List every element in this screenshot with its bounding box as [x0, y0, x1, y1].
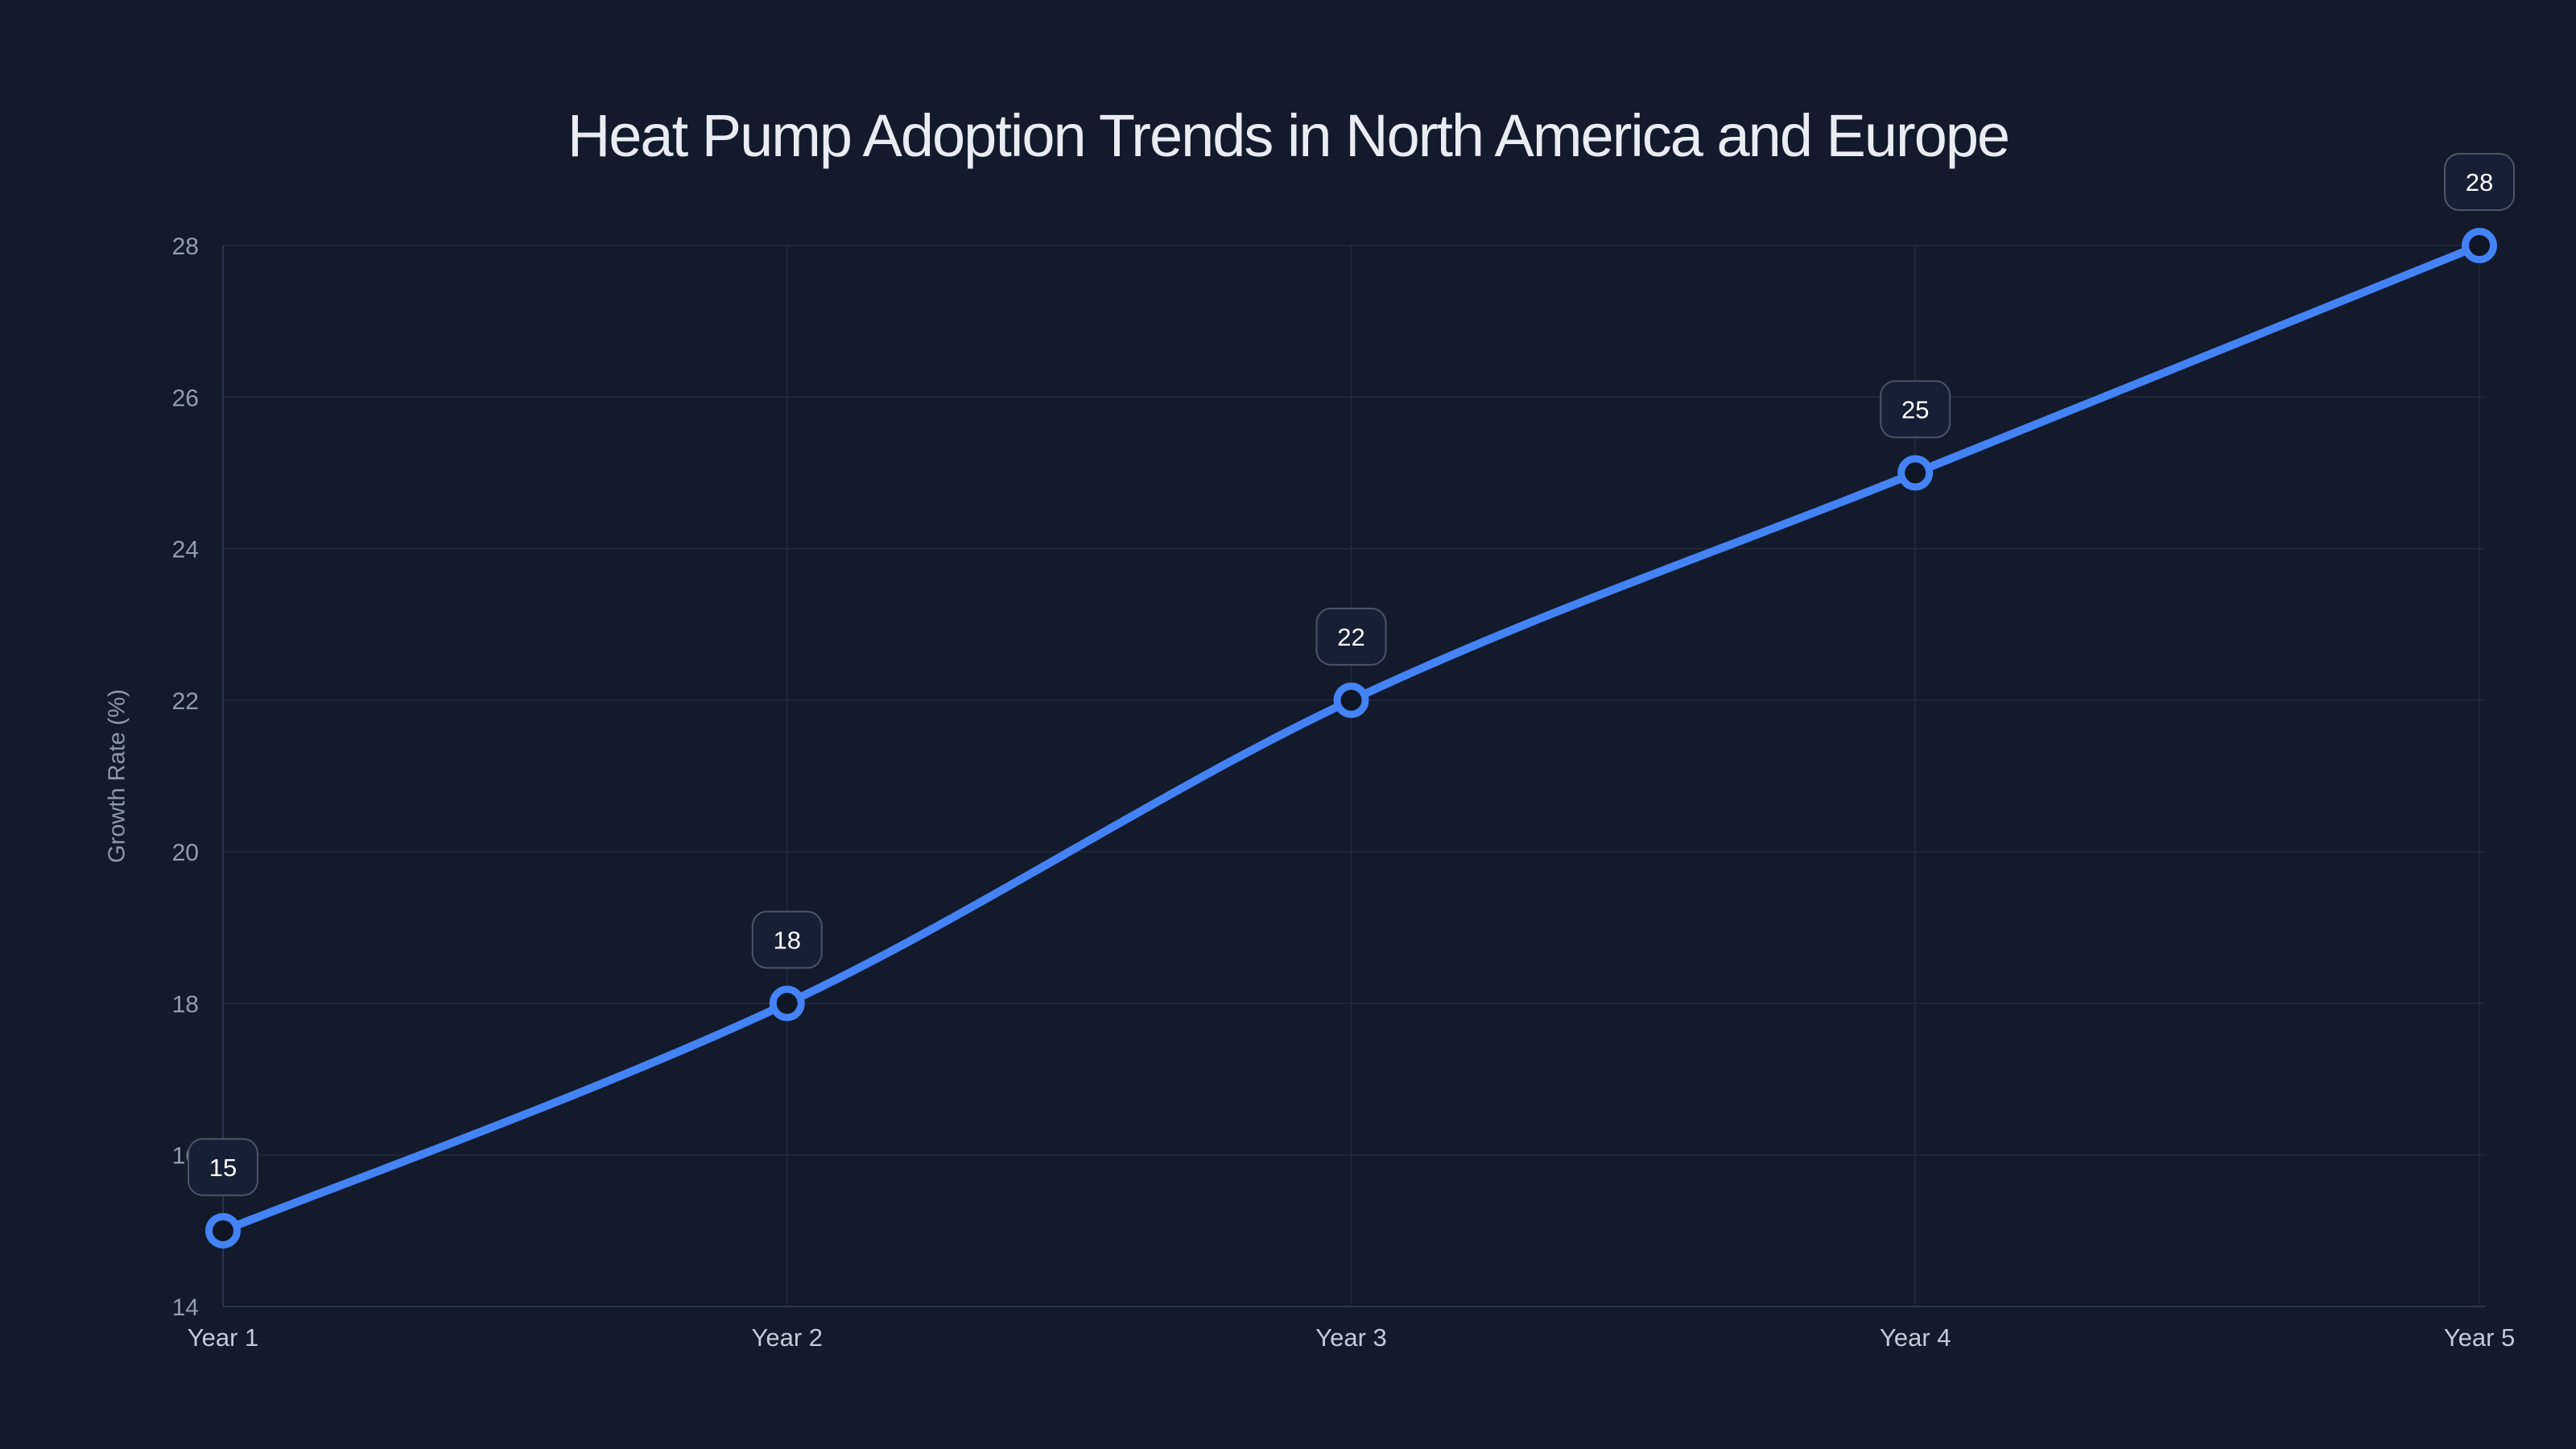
data-label-value: 18	[774, 926, 801, 954]
x-tick-label: Year 2	[752, 1323, 824, 1352]
data-point-year-1[interactable]	[205, 1212, 241, 1249]
data-point-year-4[interactable]	[1897, 455, 1934, 491]
data-point-year-3[interactable]	[1333, 682, 1369, 718]
data-label-value: 15	[209, 1154, 237, 1182]
data-label-box	[2444, 153, 2515, 211]
y-tick-label: 18	[172, 991, 199, 1018]
data-label-value: 28	[2466, 168, 2493, 196]
x-tick-label: Year 5	[2444, 1323, 2516, 1352]
y-tick-label: 24	[172, 537, 199, 564]
y-tick-label: 22	[172, 688, 199, 715]
x-tick-label: Year 4	[1880, 1323, 1951, 1352]
y-tick-label: 20	[172, 840, 199, 866]
x-tick-label: Year 1	[188, 1323, 259, 1352]
data-label-value: 25	[1901, 395, 1929, 423]
y-tick-label: 28	[172, 233, 199, 260]
data-label-box	[188, 1137, 258, 1196]
y-tick-label: 26	[172, 385, 199, 411]
chart-title: Heat Pump Adoption Trends in North Ameri…	[567, 102, 2010, 169]
y-tick-label: 14	[172, 1294, 199, 1321]
data-label-box	[751, 910, 823, 969]
x-tick-label: Year 3	[1315, 1323, 1387, 1352]
data-point-year-2[interactable]	[769, 985, 805, 1022]
data-label-box	[1315, 607, 1387, 666]
data-point-year-5[interactable]	[2462, 228, 2497, 263]
data-label-box	[1880, 380, 1951, 439]
data-label-value: 22	[1337, 623, 1364, 651]
